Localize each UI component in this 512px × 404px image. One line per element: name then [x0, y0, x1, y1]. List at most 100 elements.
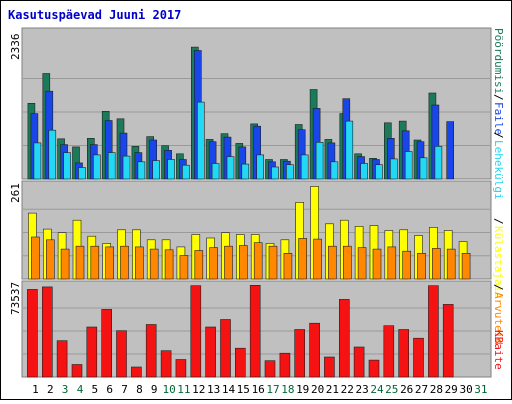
legend-separator: / [492, 218, 505, 225]
legend-separator: / [492, 132, 505, 139]
bar-arvuteid-day-11 [179, 255, 189, 280]
bar-arvuteid-day-19 [298, 238, 308, 280]
x-tick-label: 13 [207, 383, 220, 396]
bar-lehekülgi-day-26 [404, 151, 413, 180]
bar-kbaite-day-14 [220, 319, 231, 378]
bar-kbaite-day-9 [145, 324, 157, 378]
bar-kbaite-day-17 [264, 360, 276, 378]
bar-arvuteid-day-27 [417, 253, 426, 280]
bar-lehekülgi-day-7 [122, 155, 131, 180]
bar-lehekülgi-day-4 [78, 167, 86, 180]
bar-arvuteid-day-4 [75, 245, 85, 280]
bar-lehekülgi-day-16 [256, 154, 265, 180]
bar-arvuteid-day-2 [45, 239, 55, 280]
bar-kbaite-day-10 [160, 350, 172, 378]
bar-arvuteid-day-12 [194, 250, 204, 280]
bar-arvuteid-day-21 [328, 245, 337, 280]
top-panel: 2336 [9, 27, 492, 180]
bar-lehekülgi-day-2 [48, 129, 57, 180]
x-tick-label: 6 [106, 383, 113, 396]
bar-lehekülgi-day-17 [271, 166, 279, 180]
bar-kbaite-day-25 [383, 325, 395, 378]
bar-lehekülgi-day-24 [375, 164, 383, 180]
x-tick-label: 11 [177, 383, 190, 396]
x-tick-label: 26 [400, 383, 413, 396]
x-tick-label: 19 [296, 383, 309, 396]
bar-kbaite-day-7 [116, 330, 127, 378]
x-tick-label: 22 [341, 383, 354, 396]
legend-lehekulgi: Lehekülgi [492, 140, 505, 200]
x-tick-label: 10 [162, 383, 175, 396]
bar-kbaite-day-12 [190, 285, 202, 378]
bar-lehekülgi-day-22 [345, 120, 354, 180]
legend-kbaite: KBaite [492, 330, 505, 370]
bar-kbaite-day-8 [131, 366, 142, 378]
bar-arvuteid-day-7 [120, 245, 129, 280]
x-tick-label: 16 [252, 383, 265, 396]
middle-y-tick-label: 261 [9, 183, 22, 203]
bar-kbaite-day-20 [309, 322, 320, 378]
legend-separator: / [492, 284, 505, 291]
bar-lehekülgi-day-9 [152, 160, 160, 180]
middle-panel: 261 [9, 180, 492, 280]
bar-kbaite-day-15 [235, 347, 246, 378]
bar-kbaite-day-6 [101, 309, 112, 378]
x-tick-label: 18 [281, 383, 294, 396]
bar-arvuteid-day-16 [253, 242, 263, 280]
bar-kbaite-day-3 [56, 340, 68, 378]
bar-lehekülgi-day-8 [137, 161, 146, 180]
bar-arvuteid-day-14 [224, 245, 233, 280]
bar-kbaite-day-13 [205, 326, 216, 378]
bar-lehekülgi-day-6 [107, 152, 116, 180]
x-tick-label: 25 [385, 383, 398, 396]
bar-arvuteid-day-18 [283, 253, 293, 280]
legend-poordumisi: Pöördumisi [492, 28, 505, 94]
x-tick-label: 30 [459, 383, 472, 396]
bar-lehekülgi-day-11 [182, 164, 190, 180]
bar-lehekülgi-day-5 [93, 154, 101, 180]
x-tick-label: 8 [136, 383, 143, 396]
bar-kbaite-day-18 [279, 352, 291, 378]
x-tick-label: 15 [237, 383, 250, 396]
bar-kbaite-day-22 [338, 299, 350, 378]
bar-kbaite-day-29 [442, 304, 454, 378]
x-axis-labels: 1 2 3 4 5 6 7 8 9 10 11 12 13 14 15 16 17 18 19 20 21 22 23 24 2… [32, 383, 487, 396]
x-tick-label: 3 [62, 383, 69, 396]
bar-lehekülgi-day-25 [389, 158, 398, 180]
bar-arvuteid-day-26 [402, 250, 412, 280]
x-tick-label: 2 [47, 383, 54, 396]
bar-lehekülgi-day-1 [33, 142, 42, 180]
bar-arvuteid-day-5 [90, 245, 100, 280]
bar-arvuteid-day-30 [461, 253, 471, 280]
bar-arvuteid-day-15 [239, 245, 248, 280]
x-tick-label: 1 [32, 383, 39, 396]
x-tick-label: 9 [151, 383, 158, 396]
x-tick-label: 28 [430, 383, 443, 396]
bottom-y-tick-label: 73537 [9, 282, 22, 315]
bar-lehekülgi-day-21 [330, 161, 339, 180]
bar-arvuteid-day-22 [342, 245, 352, 280]
x-tick-label: 31 [474, 383, 487, 396]
x-tick-label: 4 [77, 383, 84, 396]
bar-lehekülgi-day-19 [300, 154, 309, 180]
bar-lehekülgi-day-23 [360, 163, 368, 180]
bar-kbaite-day-4 [71, 364, 83, 378]
bar-lehekülgi-day-20 [315, 142, 324, 180]
legend-kulastajaid-mid: Külastajaid [492, 226, 505, 299]
bar-kbaite-day-27 [413, 337, 424, 378]
bar-kbaite-day-28 [428, 285, 439, 378]
x-tick-label: 20 [311, 383, 324, 396]
legend-separator: / [492, 94, 505, 101]
x-tick-label: 27 [415, 383, 428, 396]
bar-kbaite-day-11 [175, 359, 187, 378]
x-tick-label: 14 [222, 383, 236, 396]
bar-arvuteid-day-13 [209, 247, 218, 280]
bar-arvuteid-day-20 [313, 238, 322, 280]
bar-kbaite-day-21 [324, 356, 335, 378]
bar-lehekülgi-day-13 [211, 163, 220, 180]
bar-arvuteid-day-10 [164, 249, 174, 280]
x-tick-label: 23 [355, 383, 368, 396]
x-tick-label: 21 [326, 383, 339, 396]
top-y-tick-label: 2336 [9, 34, 22, 61]
